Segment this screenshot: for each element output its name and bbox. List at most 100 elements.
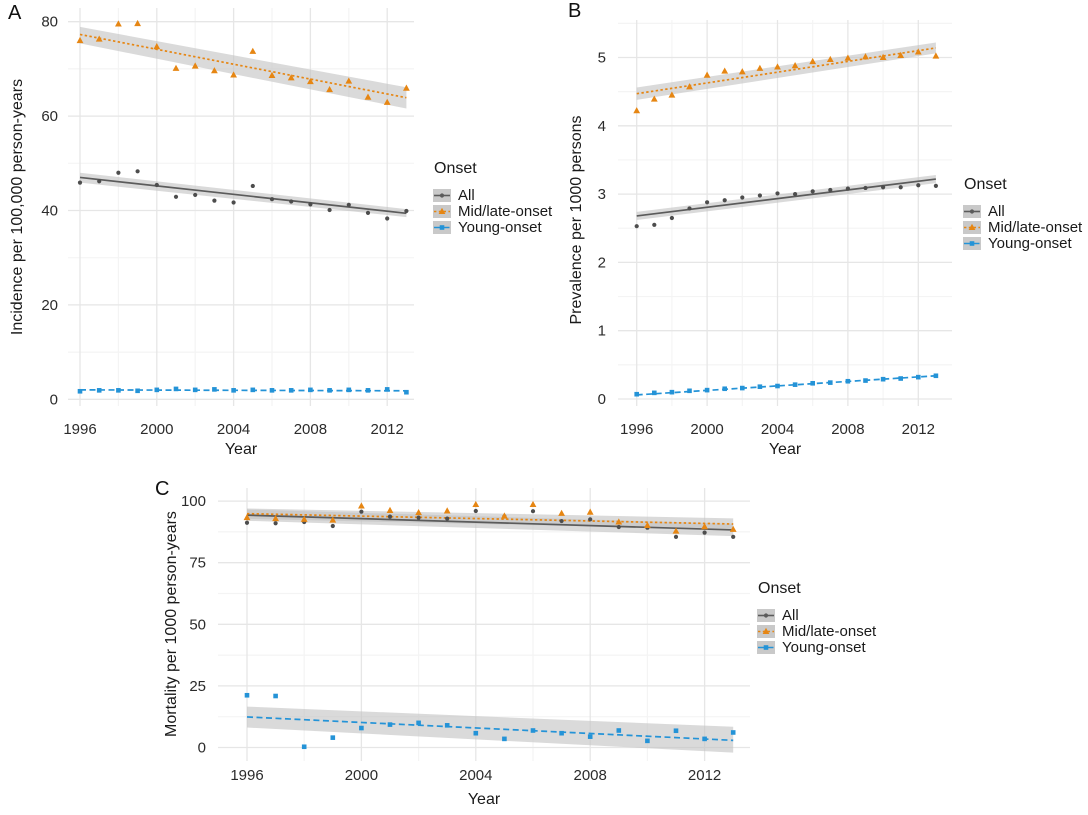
data-point xyxy=(154,182,159,188)
legend-label: Young-onset xyxy=(988,234,1072,252)
panel-c-plot: 0 25 50 75 100 1996 2000 2004 2008 2012 xyxy=(181,488,750,784)
y-tick-label: 25 xyxy=(189,678,206,695)
y-tick-label: 60 xyxy=(41,108,58,125)
series-Mid/late-onset xyxy=(633,48,940,114)
data-point xyxy=(879,53,887,60)
data-point xyxy=(172,64,180,71)
data-point xyxy=(687,206,692,211)
data-point xyxy=(826,55,834,63)
data-point xyxy=(193,192,198,198)
data-point xyxy=(76,36,84,44)
trend-line-Young-onset xyxy=(246,716,734,742)
trend-line-Young-onset xyxy=(636,374,936,396)
data-point xyxy=(933,373,939,379)
x-tick-label: 2004 xyxy=(761,421,794,438)
data-point xyxy=(268,71,276,79)
data-point xyxy=(77,180,83,185)
data-point xyxy=(738,68,746,75)
data-point xyxy=(416,720,421,726)
data-point xyxy=(364,93,372,100)
data-point xyxy=(722,198,727,203)
data-point xyxy=(211,67,218,74)
legend-key-all-icon xyxy=(963,204,981,218)
data-point xyxy=(722,386,727,392)
data-point xyxy=(289,199,294,204)
y-tick-label: 40 xyxy=(41,203,58,220)
data-point xyxy=(330,735,336,740)
data-point xyxy=(740,195,745,200)
data-point xyxy=(326,85,333,93)
data-point xyxy=(634,391,639,397)
data-point xyxy=(359,509,364,514)
data-point xyxy=(403,84,410,91)
y-axis-title-a: Incidence per 100,000 person-years xyxy=(9,78,26,336)
legend-item-all: All xyxy=(757,607,876,623)
legend-marker xyxy=(439,192,445,198)
data-point xyxy=(828,187,833,193)
data-point xyxy=(77,388,83,394)
legend-item-young-onset: Young-onset xyxy=(757,639,876,655)
data-point xyxy=(701,523,708,530)
y-tick-label: 4 xyxy=(598,118,606,135)
data-point xyxy=(346,202,351,207)
data-point xyxy=(530,509,536,514)
legend-c: Onset All Mid/late-onset Young-onset xyxy=(757,580,876,655)
legend-title: Onset xyxy=(434,160,477,177)
x-tick-label: 2008 xyxy=(294,421,327,438)
data-point xyxy=(250,387,256,393)
y-axis-title-b: Prevalence per 1000 persons xyxy=(568,115,585,325)
legend-label: All xyxy=(458,186,475,204)
data-point xyxy=(652,390,657,396)
legend-key-young-onset-icon xyxy=(963,236,981,250)
legend-key-young-onset-icon xyxy=(757,640,775,654)
x-tick-label: 1996 xyxy=(620,421,653,438)
data-point xyxy=(740,385,745,391)
data-point xyxy=(358,502,365,509)
y-tick-label: 1 xyxy=(598,323,606,340)
series-All xyxy=(634,183,939,229)
legend-key-young-onset-icon xyxy=(433,220,451,234)
legend-label: All xyxy=(782,606,799,624)
series-Mid/late-onset xyxy=(243,500,737,534)
data-point xyxy=(633,107,641,114)
y-tick-label: 0 xyxy=(598,391,606,408)
x-axis-title-a: Year xyxy=(224,441,258,458)
trend-line-All xyxy=(79,176,407,215)
data-point xyxy=(828,380,833,385)
data-point xyxy=(327,207,332,213)
series-Young-onset xyxy=(77,386,409,395)
panel-label-c: C xyxy=(155,478,170,500)
data-point xyxy=(154,387,160,393)
data-point xyxy=(115,20,122,27)
data-point xyxy=(669,389,675,395)
data-point xyxy=(863,185,868,191)
legend-key-mid-late-onset-icon xyxy=(433,204,451,218)
data-point xyxy=(230,71,237,78)
data-point xyxy=(244,520,250,525)
data-point xyxy=(243,513,251,521)
data-point xyxy=(757,384,763,390)
x-tick-label: 1996 xyxy=(63,421,96,438)
data-point xyxy=(445,516,450,521)
x-axis-title-c: Year xyxy=(467,791,501,808)
data-point xyxy=(863,378,868,383)
y-tick-label: 0 xyxy=(50,391,58,408)
data-point xyxy=(191,62,199,69)
legend-item-all: All xyxy=(963,203,1082,219)
legend-title: Onset xyxy=(758,580,801,597)
data-point xyxy=(650,95,658,102)
data-point xyxy=(134,19,141,27)
data-point xyxy=(269,197,275,202)
legend-marker xyxy=(439,224,445,230)
series-Mid/late-onset xyxy=(76,19,410,105)
panel-b-plot: 0 1 2 3 4 5 1996 2000 2004 2008 2012 xyxy=(598,20,952,438)
data-point xyxy=(473,508,478,514)
series-Young-onset xyxy=(244,692,736,750)
legend-label: Young-onset xyxy=(782,638,866,656)
x-tick-label: 2000 xyxy=(140,421,173,438)
data-point xyxy=(96,388,102,393)
data-point xyxy=(652,222,657,227)
data-point xyxy=(384,387,390,392)
data-point xyxy=(385,216,390,221)
y-tick-label: 5 xyxy=(598,50,606,67)
